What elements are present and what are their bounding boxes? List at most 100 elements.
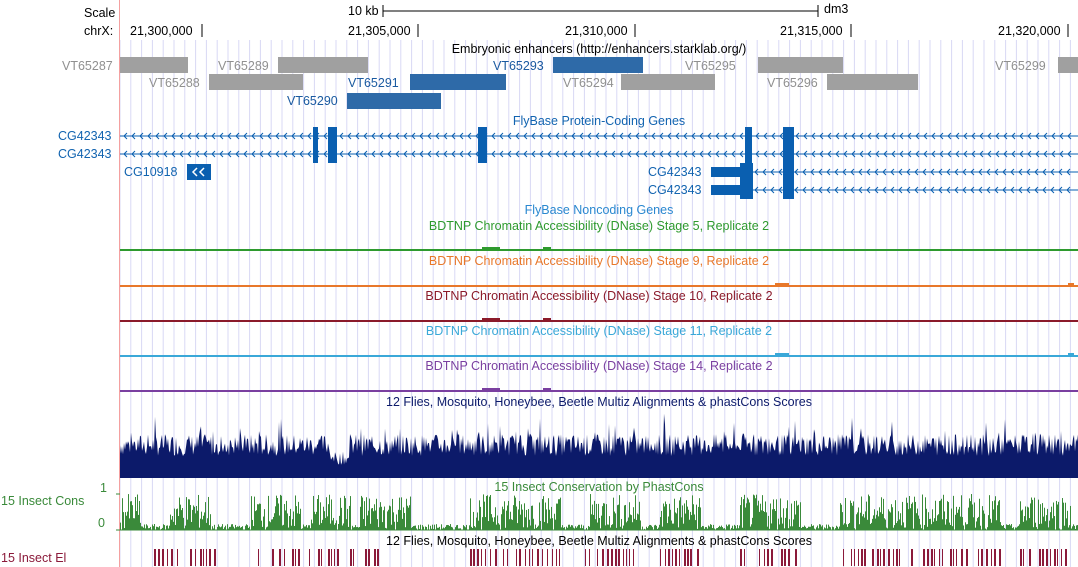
cons-bar (884, 518, 885, 530)
gene-cg42343-a-strand-arrow (611, 132, 616, 140)
dnase-stage10-title[interactable]: BDTNP Chromatin Accessibility (DNase) St… (425, 289, 773, 303)
cons-bar (470, 498, 471, 530)
cons-bar (503, 509, 504, 530)
cons-bar (773, 499, 774, 530)
cons-bar (909, 495, 910, 530)
gene-cg42343-c-strand-arrow (970, 168, 975, 176)
cons-bar (1062, 498, 1063, 530)
gene-cg42343-a-strand-arrow (123, 132, 128, 140)
cons-bar (350, 496, 351, 530)
conserved-element-tick (321, 549, 322, 566)
enhancers-track-title[interactable]: Embryonic enhancers (http://enhancers.st… (451, 42, 747, 56)
gene-label-cg42343-d[interactable]: CG42343 (648, 183, 702, 197)
cons-bar (633, 507, 634, 530)
enhancer-label-vt65294[interactable]: VT65294 (563, 76, 614, 90)
gene-cg42343-b-strand-arrow (403, 150, 408, 158)
gene-cg42343-a-strand-arrow (803, 132, 808, 140)
insect-elements-side-label[interactable]: 15 Insect El (1, 551, 67, 565)
conserved-element-tick (1065, 549, 1067, 566)
cons-bar (682, 505, 683, 530)
cons-bar (650, 524, 651, 530)
enhancer-label-vt65288[interactable]: VT65288 (149, 76, 200, 90)
cons-bar (549, 509, 550, 530)
conserved-element-tick (1023, 549, 1024, 566)
cons-bar (443, 527, 444, 530)
cons-bar (496, 524, 497, 530)
enhancer-label-vt65295[interactable]: VT65295 (685, 59, 736, 73)
insect-cons-side-label[interactable]: 15 Insect Cons (1, 494, 85, 508)
conserved-element-tick (1057, 549, 1058, 566)
cons-bar (595, 519, 596, 530)
enhancer-label-vt65290[interactable]: VT65290 (287, 94, 338, 108)
gene-label-cg42343-b[interactable]: CG42343 (58, 147, 112, 161)
gene-cg42343-a-strand-arrow (283, 132, 288, 140)
dnase-stage14-title[interactable]: BDTNP Chromatin Accessibility (DNase) St… (425, 359, 773, 373)
cons-bar (415, 525, 416, 530)
cons-bar (753, 494, 754, 530)
enhancer-label-vt65289[interactable]: VT65289 (218, 59, 269, 73)
cons-bar (170, 514, 171, 530)
cons-bar (665, 501, 666, 530)
cons-bar (946, 519, 947, 530)
cons-bar (380, 502, 381, 530)
cons-bar (1029, 518, 1030, 530)
enhancer-label-vt65296[interactable]: VT65296 (767, 76, 818, 90)
cons-bar (519, 501, 520, 530)
cons-bar (408, 507, 409, 530)
dnase-stage5-title[interactable]: BDTNP Chromatin Accessibility (DNase) St… (428, 219, 770, 233)
dnase-stage9-title[interactable]: BDTNP Chromatin Accessibility (DNase) St… (428, 254, 770, 268)
gene-cg42343-a-strand-arrow (323, 132, 328, 140)
gene-cg42343-c-strand-arrow (1018, 168, 1023, 176)
cons-bar (479, 500, 480, 530)
conserved-element-tick (767, 549, 769, 566)
cons-bar (805, 526, 806, 530)
gene-label-cg42343-c[interactable]: CG42343 (648, 165, 702, 179)
gene-cg42343-d-strand-arrow (770, 186, 775, 194)
conserved-element-tick (939, 549, 940, 566)
gene-cg42343-c-strand-arrow (802, 168, 807, 176)
multiz-track-title[interactable]: 12 Flies, Mosquito, Honeybee, Beetle Mul… (386, 395, 812, 409)
cons-bar (1019, 524, 1020, 530)
protein-coding-genes-title[interactable]: FlyBase Protein-Coding Genes (512, 114, 686, 128)
cons-bar (372, 508, 373, 530)
cons-bar (261, 520, 262, 530)
cons-bar (590, 494, 591, 530)
gene-cg42343-b-strand-arrow (1011, 150, 1016, 158)
cons-bar (512, 519, 513, 530)
cons-bar (326, 497, 327, 530)
cons-bar (912, 502, 913, 530)
gene-label-cg42343-a[interactable]: CG42343 (58, 129, 112, 143)
gene-label-cg10918[interactable]: CG10918 (124, 165, 178, 179)
gene-cg42343-c-strand-arrow (810, 168, 815, 176)
cons-bar (134, 518, 135, 530)
conserved-element-tick (607, 549, 609, 566)
cons-bar (411, 527, 412, 530)
cons-bar (658, 527, 659, 530)
cons-bar (985, 528, 986, 530)
gene-cg42343-b-strand-arrow (467, 150, 472, 158)
gene-cg42343-c-strand-arrow (890, 168, 895, 176)
cons-bar (915, 501, 916, 530)
cons-bar (1051, 506, 1052, 530)
enhancer-label-vt65299[interactable]: VT65299 (995, 59, 1046, 73)
gene-cg42343-a-strand-arrow (947, 132, 952, 140)
gene-cg42343-a-strand-arrow (139, 132, 144, 140)
cons-bar (877, 510, 878, 530)
insect-elements-track-title[interactable]: 12 Flies, Mosquito, Honeybee, Beetle Mul… (386, 534, 812, 548)
cons-bar (345, 498, 346, 530)
enhancer-label-vt65291[interactable]: VT65291 (348, 76, 399, 90)
dnase-stage11-title[interactable]: BDTNP Chromatin Accessibility (DNase) St… (425, 324, 773, 338)
cons-bar (1057, 504, 1058, 530)
cons-bar (476, 517, 477, 530)
cons-bar (403, 507, 404, 530)
cons-bar (434, 524, 435, 530)
cons-bar (586, 527, 587, 530)
insect-cons-track-title[interactable]: 15 Insect Conservation by PhastCons (494, 480, 704, 494)
cons-bar (338, 523, 339, 530)
cons-bar (234, 528, 235, 530)
cons-bar (765, 501, 766, 530)
noncoding-genes-title[interactable]: FlyBase Noncoding Genes (524, 203, 674, 217)
enhancer-label-vt65293[interactable]: VT65293 (493, 59, 544, 73)
enhancer-label-vt65287[interactable]: VT65287 (62, 59, 113, 73)
cons-bar (794, 501, 795, 530)
